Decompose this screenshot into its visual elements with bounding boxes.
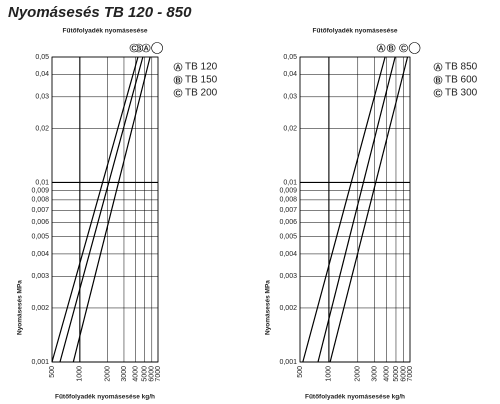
x-tick-label: 6000 (400, 366, 407, 382)
y-tick-label: 0,003 (31, 273, 49, 280)
x-tick-label: 7000 (407, 366, 414, 382)
marker-letter: A (379, 45, 384, 52)
y-tick-label: 0,005 (279, 233, 297, 240)
y-tick-label: 0,04 (283, 71, 297, 78)
y-tick-label: 0,02 (283, 125, 297, 132)
series-line (72, 56, 151, 363)
marker-letter: C (131, 45, 136, 52)
x-tick-label: 1000 (77, 366, 84, 382)
x-tick-label: 3000 (121, 366, 128, 382)
chart-subtitle: Fűtőfolyadék nyomásesése (63, 28, 148, 35)
legend-letter: C (435, 90, 440, 97)
legend-circle (173, 75, 183, 85)
y-tick-label: 0,05 (35, 54, 49, 61)
x-tick-label: 4000 (384, 366, 391, 382)
series-line (59, 56, 144, 363)
plot-frame (299, 56, 411, 363)
legend-label: TB 120 (185, 62, 218, 73)
y-tick-label: 0,006 (31, 219, 49, 226)
x-tick-label: 7000 (155, 366, 162, 382)
y-tick-label: 0,006 (279, 219, 297, 226)
x-tick-label: 1000 (326, 366, 333, 382)
y-tick-label: 0,007 (279, 207, 297, 214)
legend-circle (433, 88, 443, 98)
y-tick-label: 0,003 (279, 273, 297, 280)
y-tick-label: 0,007 (31, 207, 49, 214)
marker-letter: B (389, 45, 394, 52)
y-tick-label: 0,004 (279, 251, 297, 258)
marker-letter: A (144, 45, 149, 52)
legend-letter: B (175, 77, 180, 84)
legend-letter: C (175, 90, 180, 97)
x-tick-label: 4000 (132, 366, 139, 382)
legend-letter: A (175, 64, 180, 71)
y-tick-label: 0,008 (31, 197, 49, 204)
x-tick-label: 5000 (141, 366, 148, 382)
legend-label: TB 200 (185, 88, 218, 99)
legend-label: TB 300 (445, 88, 478, 99)
y-tick-label: 0,01 (35, 179, 49, 186)
y-axis-title: Nyomásesés MPa (265, 280, 272, 335)
x-tick-label: 2000 (355, 366, 362, 382)
marker-circle (386, 43, 396, 53)
x-axis-title: Fűtőfolyadék nyomásesése kg/h (55, 394, 155, 401)
empty-circle (408, 42, 421, 54)
x-tick-label: 500 (49, 366, 56, 378)
legend-circle (433, 62, 443, 72)
y-tick-label: 0,05 (283, 54, 297, 61)
x-tick-label: 2000 (105, 366, 112, 382)
y-tick-label: 0,001 (31, 359, 49, 366)
y-tick-label: 0,002 (31, 305, 49, 312)
x-tick-label: 500 (297, 366, 304, 378)
x-axis-title: Fűtőfolyadék nyomásesése kg/h (305, 394, 405, 401)
legend-letter: A (435, 64, 440, 71)
y-tick-label: 0,04 (35, 71, 49, 78)
y-tick-label: 0,005 (31, 233, 49, 240)
series-line (51, 56, 139, 363)
y-tick-label: 0,01 (283, 179, 297, 186)
y-tick-label: 0,001 (279, 359, 297, 366)
y-tick-label: 0,02 (35, 125, 49, 132)
legend-circle (173, 62, 183, 72)
legend-circle (173, 88, 183, 98)
empty-circle (151, 42, 163, 54)
chart-subtitle: Fűtőfolyadék nyomásesése (313, 28, 398, 35)
y-tick-label: 0,002 (279, 305, 297, 312)
y-tick-label: 0,03 (283, 94, 297, 101)
legend-label: TB 150 (185, 75, 218, 86)
y-tick-label: 0,008 (279, 197, 297, 204)
marker-circle (399, 43, 408, 53)
series-line (302, 56, 386, 363)
legend-letter: B (435, 77, 440, 84)
y-tick-label: 0,03 (35, 94, 49, 101)
y-tick-label: 0,009 (31, 188, 49, 195)
x-tick-label: 3000 (372, 366, 379, 382)
marker-letter: C (401, 45, 406, 52)
page-title: Nyomásesés TB 120 - 850 (8, 4, 192, 21)
series-line (317, 56, 396, 363)
marker-circle (376, 43, 386, 53)
y-axis-title: Nyomásesés MPa (17, 280, 24, 335)
series-line (329, 56, 409, 363)
y-tick-label: 0,009 (279, 188, 297, 195)
y-tick-label: 0,004 (31, 251, 49, 258)
legend-label: TB 850 (445, 62, 478, 73)
marker-letter: B (136, 45, 141, 52)
legend-label: TB 600 (445, 75, 478, 86)
x-tick-label: 5000 (393, 366, 400, 382)
legend-circle (433, 75, 443, 85)
x-tick-label: 6000 (149, 366, 156, 382)
plot-frame (51, 56, 159, 363)
marker-circle (129, 43, 139, 53)
